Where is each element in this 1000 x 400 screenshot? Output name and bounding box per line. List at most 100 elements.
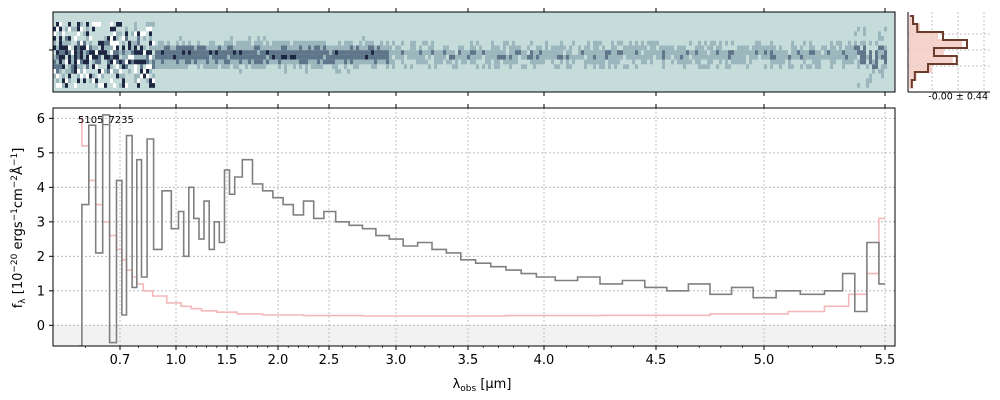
heatmap-cell bbox=[587, 59, 590, 65]
heatmap-cell bbox=[449, 54, 452, 60]
heatmap-cell bbox=[59, 64, 62, 69]
y-tick-label: 5 bbox=[37, 146, 45, 161]
y-axis-e4: −1 bbox=[10, 153, 20, 166]
heatmap-cell bbox=[62, 40, 65, 46]
heatmap-cell bbox=[224, 54, 227, 60]
heatmap-cell bbox=[143, 45, 146, 51]
heatmap-cell bbox=[683, 54, 686, 60]
heatmap-cell bbox=[866, 54, 869, 60]
heatmap-cell bbox=[344, 54, 347, 60]
heatmap-cell bbox=[548, 50, 551, 55]
heatmap-cell bbox=[401, 40, 404, 46]
heatmap-cell bbox=[398, 54, 401, 60]
heatmap-cell bbox=[287, 50, 290, 55]
heatmap-cell bbox=[245, 54, 248, 60]
heatmap-cell bbox=[428, 64, 431, 69]
heatmap-cell bbox=[470, 50, 473, 55]
heatmap-cell bbox=[131, 54, 134, 60]
heatmap-cell bbox=[755, 54, 758, 60]
heatmap-cell bbox=[551, 59, 554, 65]
x-axis-symbol: λ bbox=[453, 377, 461, 392]
x-tick-label: 1.5 bbox=[217, 353, 238, 368]
heatmap-cell bbox=[365, 45, 368, 51]
heatmap-cell bbox=[368, 45, 371, 51]
heatmap-cell bbox=[275, 54, 278, 60]
heatmap-cell bbox=[137, 40, 140, 46]
heatmap-cell bbox=[206, 50, 209, 55]
heatmap-cell bbox=[641, 45, 644, 51]
heatmap-cell bbox=[131, 45, 134, 51]
heatmap-cell bbox=[776, 54, 779, 60]
heatmap-cell bbox=[512, 54, 515, 60]
heatmap-cell bbox=[611, 40, 614, 46]
heatmap-cell bbox=[842, 59, 845, 65]
heatmap-cell bbox=[824, 54, 827, 60]
heatmap-cell bbox=[323, 40, 326, 46]
heatmap-cell bbox=[668, 50, 671, 55]
heatmap-cell bbox=[683, 50, 686, 55]
heatmap-cell bbox=[347, 50, 350, 55]
heatmap-cell bbox=[812, 54, 815, 60]
heatmap-cell bbox=[179, 59, 182, 65]
heatmap-cell bbox=[254, 54, 257, 60]
heatmap-cell bbox=[497, 45, 500, 51]
heatmap-cell bbox=[365, 50, 368, 55]
heatmap-cell bbox=[179, 50, 182, 55]
heatmap-cell bbox=[299, 59, 302, 65]
heatmap-cell bbox=[197, 59, 200, 65]
heatmap-cell bbox=[875, 54, 878, 60]
heatmap-cell bbox=[620, 40, 623, 46]
heatmap-cell bbox=[116, 69, 119, 74]
heatmap-cell bbox=[428, 45, 431, 51]
heatmap-cell bbox=[77, 59, 80, 65]
heatmap-cell bbox=[284, 50, 287, 55]
heatmap-cell bbox=[338, 40, 341, 46]
x-tick-label: 3.0 bbox=[386, 353, 407, 368]
heatmap-cell bbox=[740, 45, 743, 51]
heatmap-cell bbox=[602, 45, 605, 51]
heatmap-cell bbox=[140, 59, 143, 65]
y-axis-e1: −20 bbox=[10, 253, 20, 272]
heatmap-cell bbox=[269, 54, 272, 60]
heatmap-cell bbox=[659, 54, 662, 60]
heatmap-cell bbox=[212, 54, 215, 60]
heatmap-cell bbox=[230, 59, 233, 65]
heatmap-cell bbox=[707, 54, 710, 60]
heatmap-cell bbox=[110, 69, 113, 74]
heatmap-cell bbox=[83, 54, 86, 60]
heatmap-cell bbox=[377, 45, 380, 51]
heatmap-cell bbox=[665, 50, 668, 55]
heatmap-cell bbox=[134, 50, 137, 55]
heatmap-cell bbox=[851, 45, 854, 51]
heatmap-cell bbox=[212, 64, 215, 69]
heatmap-cell bbox=[419, 50, 422, 55]
heatmap-cell bbox=[149, 59, 152, 65]
heatmap-cell bbox=[56, 26, 59, 32]
heatmap-cell bbox=[584, 45, 587, 51]
heatmap-cell bbox=[236, 64, 239, 69]
spectrum-2d-image bbox=[53, 22, 887, 88]
heatmap-cell bbox=[626, 64, 629, 69]
heatmap-cell bbox=[305, 40, 308, 46]
heatmap-cell bbox=[815, 64, 818, 69]
heatmap-cell bbox=[503, 45, 506, 51]
heatmap-cell bbox=[818, 54, 821, 60]
heatmap-cell bbox=[791, 64, 794, 69]
heatmap-cell bbox=[92, 59, 95, 65]
heatmap-cell bbox=[146, 64, 149, 69]
heatmap-cell bbox=[158, 54, 161, 60]
heatmap-cell bbox=[605, 54, 608, 60]
heatmap-cell bbox=[59, 31, 62, 37]
heatmap-cell bbox=[740, 59, 743, 65]
heatmap-cell bbox=[881, 73, 884, 79]
heatmap-cell bbox=[383, 54, 386, 60]
heatmap-cell bbox=[77, 22, 80, 27]
heatmap-cell bbox=[383, 45, 386, 51]
heatmap-cell bbox=[83, 31, 86, 37]
heatmap-cell bbox=[290, 45, 293, 51]
heatmap-cell bbox=[413, 54, 416, 60]
heatmap-cell bbox=[86, 31, 89, 37]
heatmap-cell bbox=[782, 50, 785, 55]
heatmap-cell bbox=[614, 45, 617, 51]
heatmap-cell bbox=[680, 54, 683, 60]
